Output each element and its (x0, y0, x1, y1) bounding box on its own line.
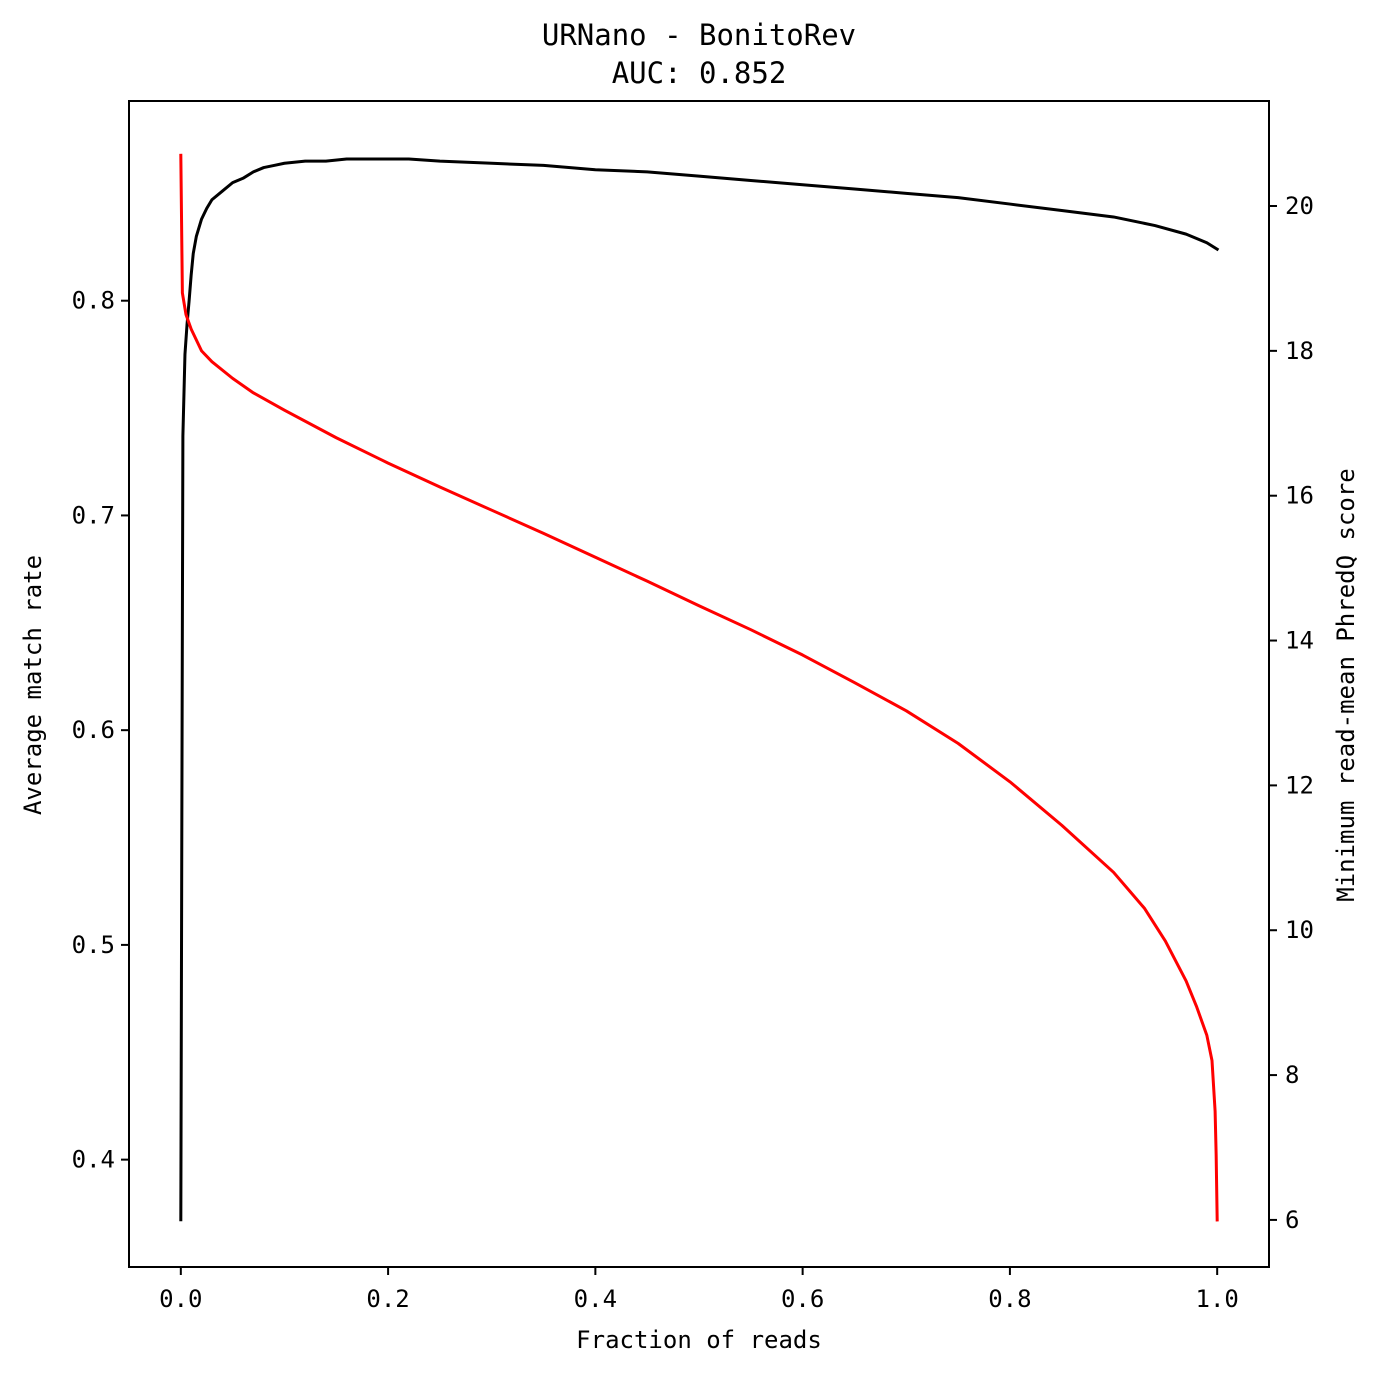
ticks-layer: 0.0 0.2 0.4 0.6 0.8 1.0 0.4 0.5 0.6 0.7 0.8 6 8 10 12 1… (72, 192, 1314, 1313)
y-left-tick-label: 0.6 (72, 716, 115, 744)
x-tick-label: 0.8 (988, 1285, 1031, 1313)
y-right-tick-label: 14 (1285, 627, 1314, 655)
x-tick-label: 0.4 (574, 1285, 617, 1313)
y-right-tick-label: 10 (1285, 916, 1314, 944)
y-right-tick-label: 20 (1285, 192, 1314, 220)
phredq-score-line (179, 153, 1219, 1222)
x-tick-label: 0.6 (781, 1285, 824, 1313)
match-rate-line (179, 157, 1220, 1222)
y-left-tick-label: 0.4 (72, 1146, 115, 1174)
y-axis-left-label: Average match rate (19, 555, 47, 815)
x-axis-label: Fraction of reads (576, 1326, 822, 1354)
x-tick-label: 1.0 (1196, 1285, 1239, 1313)
plot-frame (128, 100, 1270, 1268)
chart-title: URNano - BonitoRev (542, 18, 856, 52)
y-right-tick-label: 18 (1285, 337, 1314, 365)
chart-subtitle: AUC: 0.852 (612, 56, 787, 90)
y-right-tick-label: 12 (1285, 771, 1314, 799)
y-axis-right-label: Minimum read-mean PhredQ score (1332, 468, 1360, 901)
y-left-tick-label: 0.8 (72, 287, 115, 315)
y-right-tick-label: 8 (1285, 1061, 1299, 1089)
y-left-tick-label: 0.5 (72, 931, 115, 959)
y-right-tick-label: 16 (1285, 482, 1314, 510)
y-left-tick-label: 0.7 (72, 501, 115, 529)
y-right-tick-label: 6 (1285, 1206, 1299, 1234)
series-layer (179, 153, 1220, 1222)
x-tick-label: 0.2 (366, 1285, 409, 1313)
x-tick-label: 0.0 (159, 1285, 202, 1313)
